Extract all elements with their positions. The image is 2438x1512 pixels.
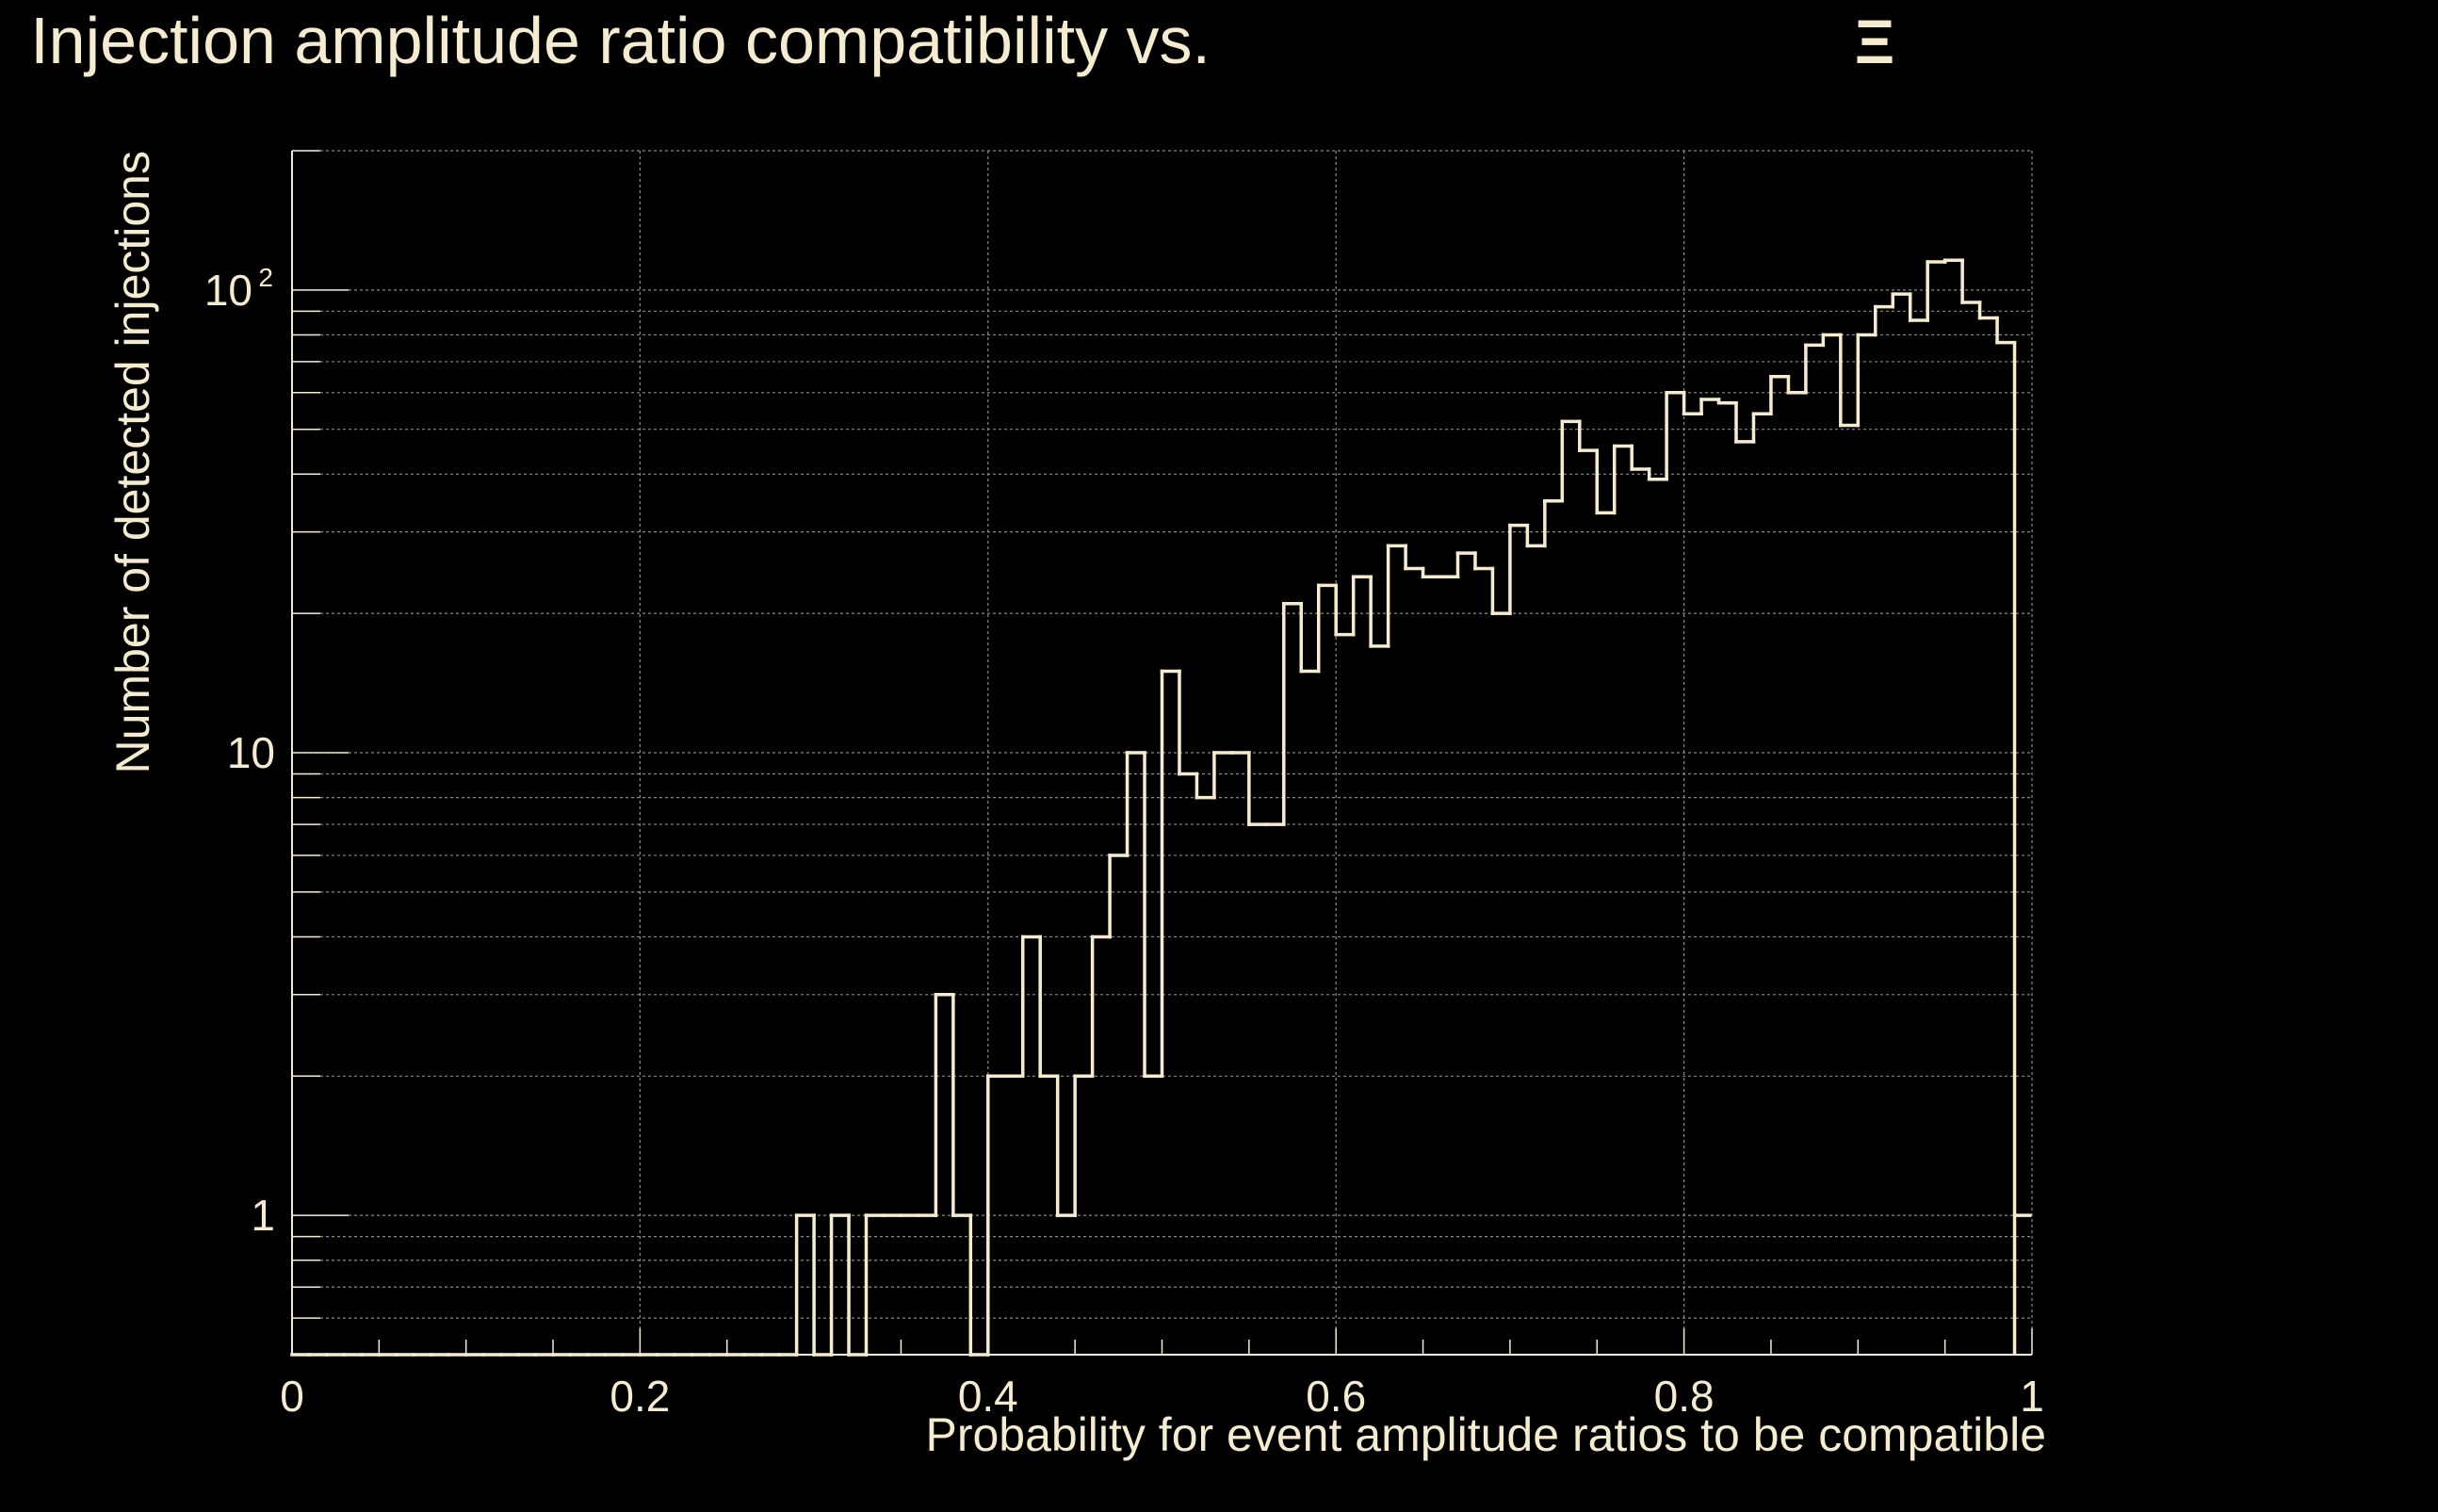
grid — [291, 150, 2033, 1356]
x-tick-label: 0.2 — [610, 1372, 670, 1421]
x-tick-label: 0.6 — [1306, 1372, 1366, 1421]
x-tick-label: 1 — [2020, 1372, 2044, 1421]
chart-title-symbol: Ξ — [1855, 7, 1894, 76]
y-tick-label: 1 — [251, 1191, 275, 1240]
y-axis-label: Number of detected injections — [106, 151, 159, 773]
histogram-series — [290, 258, 2032, 1357]
chart-title: Injection amplitude ratio compatibility … — [30, 4, 1211, 77]
y-tick-label: 10 — [204, 266, 252, 315]
x-axis-label: Probability for event amplitude ratios t… — [925, 1408, 2046, 1461]
x-tick-label: 0.8 — [1654, 1372, 1715, 1421]
y-tick-label-exponent: 2 — [258, 263, 273, 292]
x-tick-label: 0.4 — [958, 1372, 1018, 1421]
x-tick-label: 0 — [280, 1372, 304, 1421]
y-tick-label: 10 — [227, 728, 275, 777]
